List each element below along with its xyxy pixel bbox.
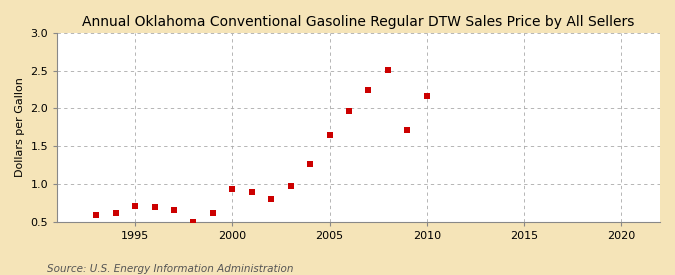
- Point: [188, 219, 199, 224]
- Point: [110, 211, 121, 216]
- Point: [363, 87, 374, 92]
- Point: [91, 213, 102, 217]
- Point: [421, 94, 432, 98]
- Text: Source: U.S. Energy Information Administration: Source: U.S. Energy Information Administ…: [47, 264, 294, 274]
- Point: [402, 128, 412, 133]
- Point: [227, 187, 238, 191]
- Point: [286, 184, 296, 188]
- Point: [169, 207, 180, 212]
- Point: [266, 197, 277, 201]
- Point: [149, 204, 160, 209]
- Point: [207, 211, 218, 216]
- Point: [344, 109, 354, 114]
- Point: [304, 162, 315, 167]
- Title: Annual Oklahoma Conventional Gasoline Regular DTW Sales Price by All Sellers: Annual Oklahoma Conventional Gasoline Re…: [82, 15, 635, 29]
- Point: [383, 68, 394, 72]
- Y-axis label: Dollars per Gallon: Dollars per Gallon: [15, 77, 25, 177]
- Point: [246, 189, 257, 194]
- Point: [324, 133, 335, 137]
- Point: [130, 204, 140, 208]
